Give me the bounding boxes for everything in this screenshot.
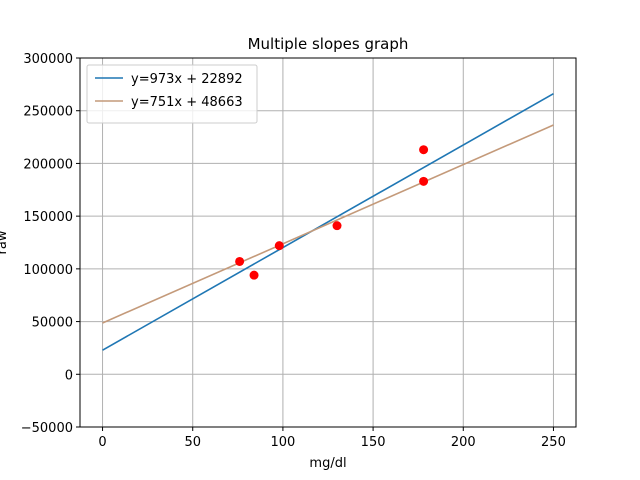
series-layer xyxy=(102,93,554,351)
x-tick-label: 50 xyxy=(184,435,201,450)
x-tick-label: 200 xyxy=(451,435,476,450)
plot-frame xyxy=(79,57,577,428)
y-axis-ticks: −50000 0 50000 100000 150000 200000 250000 3000… xyxy=(21,52,80,436)
y-tick-label: 100000 xyxy=(23,263,73,278)
data-point xyxy=(235,256,245,266)
legend-label: y=973x + 22892 xyxy=(131,72,243,87)
data-point xyxy=(332,221,342,231)
series-line xyxy=(102,124,554,324)
x-tick-label: 150 xyxy=(361,435,386,450)
data-point xyxy=(249,270,259,280)
y-tick-label: 150000 xyxy=(23,210,73,225)
x-tick-label: 0 xyxy=(98,435,106,450)
legend-label: y=751x + 48663 xyxy=(131,95,243,110)
data-point xyxy=(274,241,284,251)
points-layer xyxy=(235,145,429,280)
legend-box xyxy=(86,64,258,124)
x-tick-label: 250 xyxy=(541,435,566,450)
y-tick-label: 200000 xyxy=(23,157,73,172)
y-tick-label: 250000 xyxy=(23,105,73,120)
y-tick-label: 50000 xyxy=(32,316,73,331)
data-point xyxy=(419,176,429,186)
x-axis-ticks: 0 50 100 150 200 250 xyxy=(98,427,566,450)
legend-items: y=973x + 22892 y=751x + 48663 xyxy=(95,72,243,110)
chart-title: Multiple slopes graph xyxy=(248,35,409,53)
series-line xyxy=(102,93,554,351)
x-tick-label: 100 xyxy=(270,435,295,450)
data-point xyxy=(419,145,429,155)
y-tick-label: 0 xyxy=(65,368,73,383)
x-axis-label: mg/dl xyxy=(309,456,346,471)
y-axis-label: raw xyxy=(0,230,10,254)
legend: y=973x + 22892 y=751x + 48663 xyxy=(86,64,258,124)
y-tick-label: −50000 xyxy=(21,421,73,436)
y-tick-label: 300000 xyxy=(23,52,73,67)
